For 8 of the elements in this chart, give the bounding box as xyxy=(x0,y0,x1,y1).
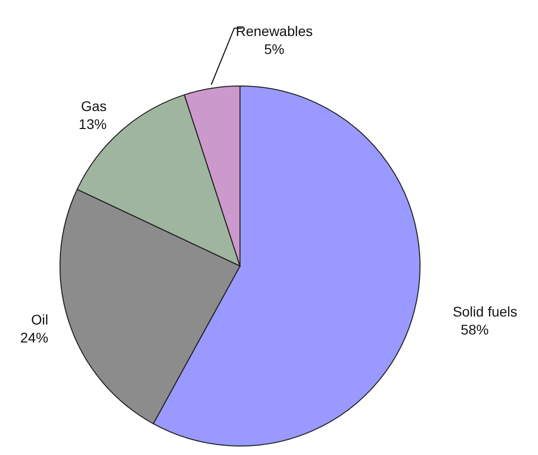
data-label: 13% xyxy=(78,116,107,132)
slice-label: Renewables xyxy=(236,23,313,40)
data-label: 24% xyxy=(20,329,48,346)
data-label: 5% xyxy=(264,41,284,58)
slice-label: Oil xyxy=(31,311,48,328)
slice-label: Gas xyxy=(80,98,107,114)
data-label: 58% xyxy=(460,322,489,338)
slice-label: Solid fuels xyxy=(452,304,518,320)
